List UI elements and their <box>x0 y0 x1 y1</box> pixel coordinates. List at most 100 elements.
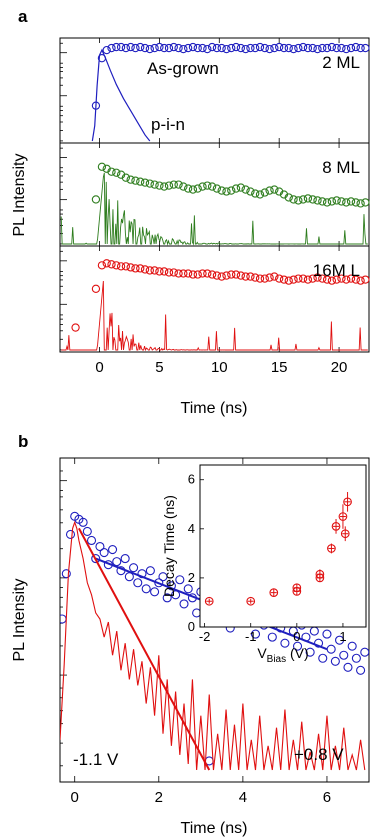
data-point <box>97 162 107 171</box>
inset-data-point <box>327 544 336 553</box>
series--1-1-v-fit <box>78 527 211 771</box>
data-point <box>126 263 135 272</box>
data-point <box>140 43 150 53</box>
data-point <box>260 188 269 197</box>
data-point <box>126 175 135 184</box>
series-line <box>91 48 151 142</box>
x-tick-label: 0 <box>95 359 103 376</box>
data-point <box>160 43 169 53</box>
data-point <box>322 43 332 53</box>
data-point <box>327 276 337 285</box>
subpanel-label: 2 ML <box>322 53 360 72</box>
inset-data-point <box>204 596 214 606</box>
data-point <box>346 274 356 283</box>
data-point <box>236 43 245 53</box>
data-point <box>198 182 207 191</box>
data-point <box>303 194 313 203</box>
data-point <box>145 179 154 188</box>
data-point <box>160 267 169 276</box>
data-point <box>169 42 178 52</box>
data-point <box>78 517 88 527</box>
data-point <box>65 529 76 539</box>
data-point <box>322 198 332 207</box>
data-point <box>267 632 277 642</box>
data-point <box>236 183 245 192</box>
x-tick-label: 0 <box>71 789 79 806</box>
data-point <box>203 44 212 54</box>
data-point <box>136 177 145 186</box>
data-point <box>241 272 250 281</box>
data-point <box>174 269 183 278</box>
data-point <box>275 42 284 52</box>
data-point <box>116 262 126 271</box>
data-point <box>155 181 164 190</box>
data-point <box>222 271 231 280</box>
data-point <box>227 43 236 53</box>
subpanel-label: 16M L <box>313 261 360 280</box>
inset-y-axis-label: Decay Time (ns) <box>161 495 177 597</box>
data-point <box>279 43 289 53</box>
panel-label: b <box>18 432 28 451</box>
y-axis-label: PL Intensity <box>11 153 28 236</box>
inset-x-label-main: V <box>257 645 267 661</box>
inset-data-point <box>340 529 350 539</box>
data-point <box>129 563 139 573</box>
data-point <box>284 276 293 285</box>
data-point <box>188 42 198 52</box>
data-point <box>241 185 250 194</box>
y-axis-label: PL Intensity <box>11 578 28 661</box>
data-point <box>231 42 241 52</box>
x-tick-label: 20 <box>331 359 348 376</box>
data-point <box>347 641 357 651</box>
quenched-trace <box>61 281 368 352</box>
data-point <box>313 273 322 282</box>
y-ticks <box>60 147 67 245</box>
data-point <box>179 182 188 191</box>
data-point <box>356 43 365 53</box>
data-point <box>361 43 370 53</box>
data-point <box>246 43 255 53</box>
data-point <box>131 264 140 273</box>
data-point <box>280 638 290 648</box>
data-point <box>351 198 360 207</box>
data-point <box>150 180 159 189</box>
data-point <box>255 42 265 52</box>
data-point <box>203 181 212 190</box>
data-point <box>107 167 116 176</box>
data-point <box>141 584 151 594</box>
data-point <box>174 180 183 189</box>
data-point <box>270 185 279 194</box>
series-line <box>78 527 211 771</box>
data-point <box>255 190 265 199</box>
data-point <box>231 270 241 279</box>
inset-x-tick-label: -1 <box>245 629 257 644</box>
data-point <box>260 43 269 53</box>
data-point <box>121 262 131 271</box>
data-point <box>91 195 101 204</box>
panel-a: a 2 ML As-grown p-i-n 8 ML 16M L 0 5 10 15 20 Time … <box>11 7 370 417</box>
subpanel-3: 16M L <box>59 245 370 353</box>
data-point <box>155 42 164 52</box>
data-point <box>188 185 198 194</box>
data-point <box>356 665 366 675</box>
data-point <box>284 193 293 202</box>
data-point <box>188 270 198 279</box>
data-point <box>217 43 226 53</box>
data-point <box>246 187 255 196</box>
data-point <box>97 261 107 270</box>
data-point <box>102 45 111 55</box>
data-point <box>99 548 109 558</box>
data-point <box>342 275 351 284</box>
data-point <box>318 653 328 663</box>
y-ticks <box>60 470 67 767</box>
data-point <box>140 265 150 274</box>
data-point <box>270 43 279 53</box>
x-axis-label: Time (ns) <box>181 820 248 837</box>
data-point <box>265 44 274 54</box>
data-point <box>303 275 313 284</box>
data-point <box>136 42 145 52</box>
inset-x-tick-label: 0 <box>293 629 300 644</box>
data-point <box>164 268 174 277</box>
subpanel-1: 2 ML As-grown p-i-n <box>59 37 370 144</box>
data-point <box>351 42 360 52</box>
